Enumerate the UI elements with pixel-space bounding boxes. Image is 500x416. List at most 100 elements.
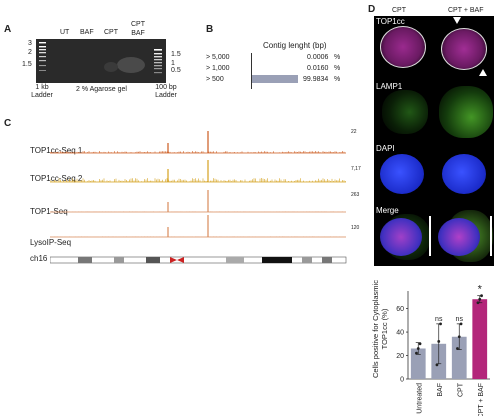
panel-a-label: A	[4, 24, 12, 35]
chromosome-label: ch16	[30, 254, 48, 263]
micrograph-top1cc-cpt	[374, 16, 433, 78]
category-label: BAF	[437, 383, 444, 397]
arrowhead-icon	[479, 69, 487, 76]
row-label-merge: Merge	[376, 206, 399, 215]
track-max-top1cc-seq-1: 22	[351, 129, 357, 135]
contig-row-value-5000: 0.0006	[307, 54, 329, 61]
category-label: CPT	[457, 382, 464, 397]
micrograph-merge-cpt-baf	[435, 204, 494, 266]
data-point	[439, 322, 442, 326]
data-point	[476, 301, 480, 305]
significance-label: ns	[435, 316, 443, 323]
bar-chart: 0 20 40 60 Untreated ns BAF ns CPT * CPT + BAF	[396, 284, 490, 416]
significance-label: *	[478, 284, 483, 296]
contig-row-label-1000: > 1,000	[206, 65, 230, 72]
track-label-top1-seq: TOP1-Seq	[30, 207, 68, 216]
nucleus-merge-cpt-baf	[438, 218, 480, 256]
category-label: CPT + BAF	[478, 383, 485, 416]
track-max-lysoip-seq: 120	[351, 225, 360, 231]
bar-cpt-baf	[472, 299, 488, 379]
ladder-left-tick-3: 3	[28, 40, 32, 47]
category-label: Untreated	[416, 383, 423, 414]
row-label-dapi: DAPI	[376, 144, 395, 153]
lane-label-cpt-baf: CPT BAF	[131, 21, 145, 37]
nucleus-top1cc-cpt-baf	[441, 28, 487, 70]
data-point	[415, 351, 418, 355]
y-tick-label: 20	[396, 353, 404, 360]
right-ladder-caption: 100 bp Ladder	[155, 84, 177, 99]
centromere-marker	[170, 257, 184, 263]
data-point	[457, 335, 461, 339]
genome-browser-tracks	[50, 131, 347, 264]
data-point	[480, 294, 483, 298]
nucleus-top1cc-cpt	[380, 26, 426, 68]
chromosome-ideogram	[50, 256, 347, 264]
track-signal	[50, 236, 346, 237]
contig-bar-500	[252, 75, 298, 83]
contig-row-label-500: > 500	[206, 76, 224, 83]
ladder-right-tick-1: 1	[171, 60, 175, 67]
micrograph-lamp1-cpt	[374, 80, 433, 140]
track-label-lysoip-seq: LysoIP-Seq	[30, 238, 72, 247]
scale-bar	[490, 216, 492, 256]
ladder-left-tick-1-5: 1.5	[22, 61, 32, 68]
scale-bar	[429, 216, 431, 256]
lamp1-signal-cpt	[382, 90, 428, 134]
lane-label-ut: UT	[60, 29, 70, 36]
lane-label-cpt: CPT	[104, 29, 118, 36]
contig-table-title: Contig lenght (bp)	[263, 41, 327, 50]
data-point	[416, 347, 420, 350]
panel-d-label: D	[368, 4, 376, 15]
contig-row-unit-5000: %	[334, 54, 341, 61]
track-max-top1-seq: 263	[351, 192, 360, 198]
data-point	[456, 347, 459, 350]
micrograph-dapi-cpt	[374, 142, 433, 202]
row-label-top1cc: TOP1cc	[376, 17, 405, 26]
contig-table: > 5,000 0.0006 % > 1,000 0.0160 % > 500 …	[206, 53, 364, 93]
col-header-cpt: CPT	[392, 7, 406, 14]
micrograph-top1cc-cpt-baf	[435, 16, 494, 78]
lamp1-signal-cpt-baf	[439, 86, 493, 138]
agarose-gel-image	[36, 39, 166, 83]
chromosome-band	[302, 257, 312, 263]
significance-label: ns	[456, 316, 464, 323]
contig-row-unit-1000: %	[334, 65, 341, 72]
contig-row-value-1000: 0.0160	[307, 65, 329, 72]
ladder-left-tick-2: 2	[28, 49, 32, 56]
row-label-lamp1: LAMP1	[376, 82, 403, 91]
lane-label-baf: BAF	[80, 29, 94, 36]
contig-row-value-500: 99.9834	[303, 76, 329, 83]
nucleus-dapi-cpt-baf	[442, 154, 486, 194]
data-point	[459, 322, 463, 326]
track-signal	[50, 211, 346, 212]
bar-untreated	[410, 348, 426, 379]
data-point	[478, 297, 482, 301]
left-ladder-caption: 1 kb Ladder	[31, 84, 53, 99]
bar-cpt	[451, 336, 467, 379]
data-point	[437, 340, 441, 343]
micrograph-dapi-cpt-baf	[435, 142, 494, 202]
chromosome-band	[226, 257, 244, 263]
track-signal	[50, 151, 346, 153]
chromosome-band	[146, 257, 160, 263]
track-label-top1cc-seq-1: TOP1cc-Seq 1	[30, 146, 83, 155]
track-signal	[50, 178, 346, 182]
track-max-top1cc-seq-2: 7,17	[351, 166, 361, 172]
gel-caption: 2 % Agarose gel	[76, 86, 127, 93]
nucleus-dapi-cpt	[380, 154, 424, 194]
contig-row-label-5000: > 5,000	[206, 54, 230, 61]
micrograph-merge-cpt	[374, 204, 433, 266]
chromosome-band	[322, 257, 332, 263]
data-point	[435, 363, 439, 367]
y-tick-label: 0	[400, 377, 404, 384]
col-header-cpt-baf: CPT + BAF	[448, 7, 484, 14]
chromosome-band	[78, 257, 92, 263]
panel-b-label: B	[206, 24, 214, 35]
micrograph-lamp1-cpt-baf	[435, 80, 494, 140]
contig-axis-line	[251, 53, 252, 89]
y-tick-label: 60	[396, 306, 404, 313]
ladder-right-tick-0-5: 0.5	[171, 67, 181, 74]
data-point	[418, 342, 422, 346]
y-tick-label: 40	[396, 330, 404, 337]
ladder-right-tick-1-5: 1.5	[171, 51, 181, 58]
